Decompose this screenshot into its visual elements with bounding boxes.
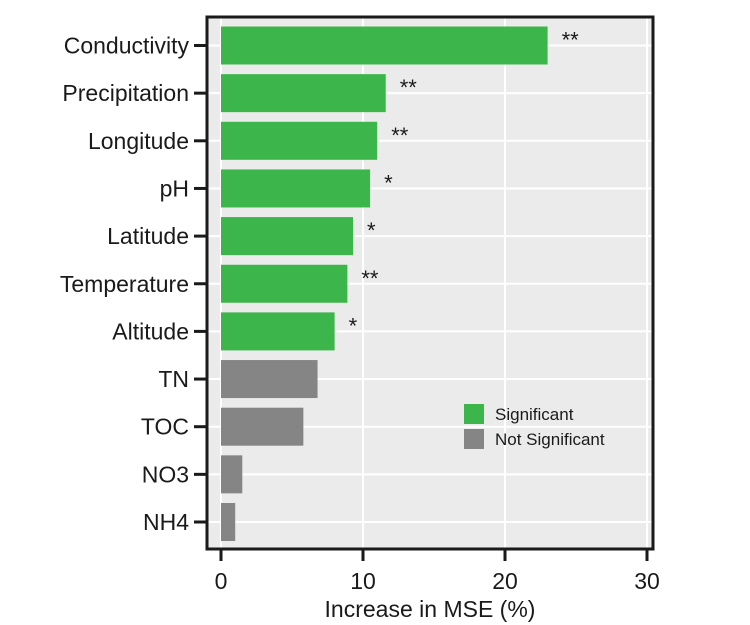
legend: Significant Not Significant: [464, 404, 605, 449]
significance-label: *: [384, 170, 393, 195]
bar-nh4: [221, 503, 236, 541]
legend-swatch-significant: [464, 404, 484, 424]
y-tick-label: TN: [158, 366, 189, 392]
y-tick-label: Longitude: [88, 128, 189, 154]
bar-conductivity: [221, 26, 548, 65]
bar-toc: [221, 407, 304, 446]
bars: [221, 26, 548, 541]
y-tick-label: Precipitation: [62, 80, 189, 106]
bar-temperature: [221, 264, 348, 303]
y-tick-label: pH: [160, 175, 189, 201]
bar-no3: [221, 455, 243, 494]
legend-swatch-not-significant: [464, 429, 484, 449]
y-tick-label: Altitude: [112, 318, 189, 344]
legend-label: Significant: [495, 405, 574, 424]
y-tick-label: Latitude: [107, 223, 189, 249]
bar-latitude: [221, 217, 354, 256]
significance-label: **: [361, 266, 379, 291]
x-axis: 0 10 20 30: [215, 549, 660, 594]
x-axis-title: Increase in MSE (%): [325, 596, 536, 622]
y-tick-label: Conductivity: [64, 33, 190, 59]
bar-altitude: [221, 312, 335, 351]
significance-label: *: [349, 313, 358, 338]
bar-precipitation: [221, 74, 386, 113]
bar-longitude: [221, 121, 378, 160]
significance-label: *: [367, 218, 376, 243]
y-tick-label: TOC: [141, 414, 189, 440]
significance-labels: ***********: [349, 28, 580, 339]
bar-tn: [221, 360, 318, 399]
x-tick-label: 30: [634, 568, 660, 594]
x-tick-label: 10: [350, 568, 376, 594]
significance-label: **: [391, 123, 409, 148]
y-tick-label: NO3: [142, 461, 189, 487]
x-tick-label: 0: [215, 568, 228, 594]
y-tick-label: NH4: [143, 509, 189, 535]
y-axis: Conductivity Precipitation Longitude pH Lati…: [60, 33, 207, 535]
bar-ph: [221, 169, 371, 208]
x-tick-label: 20: [492, 568, 518, 594]
legend-label: Not Significant: [495, 430, 605, 449]
significance-label: **: [400, 75, 418, 100]
y-tick-label: Temperature: [60, 271, 189, 297]
significance-label: **: [562, 28, 580, 53]
